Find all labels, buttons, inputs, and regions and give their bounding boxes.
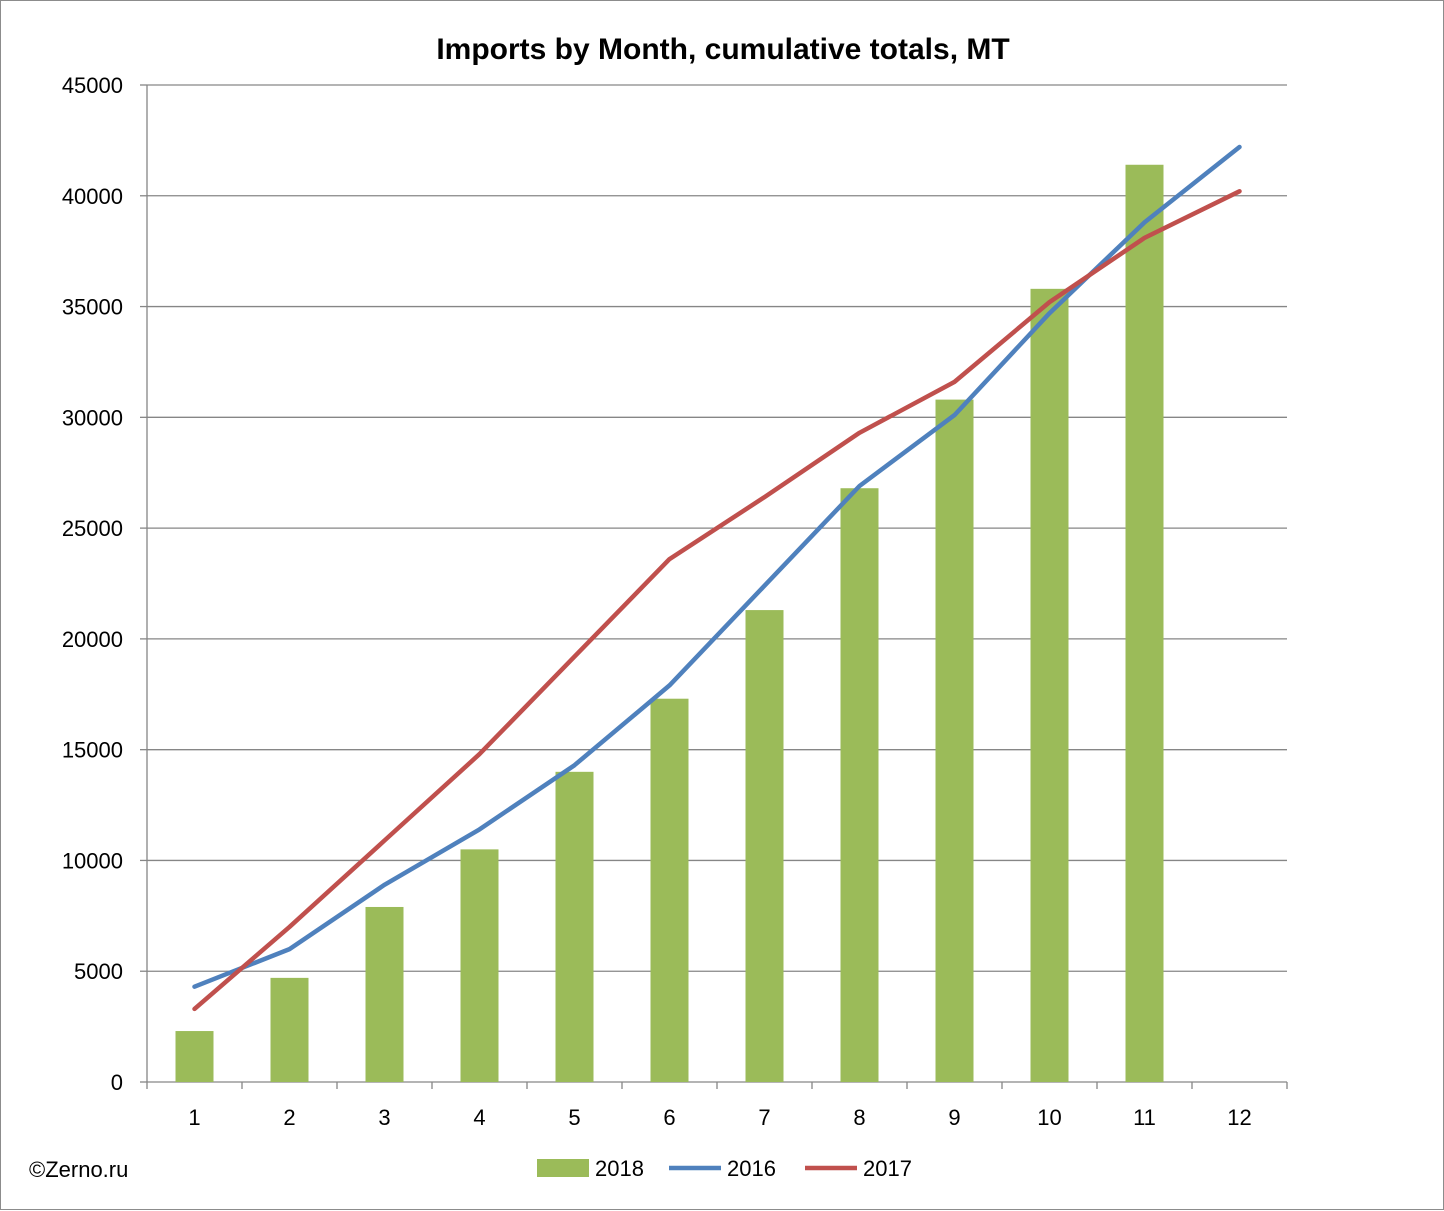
- y-tick-label-10000: 10000: [62, 848, 123, 873]
- y-tick-label-15000: 15000: [62, 738, 123, 763]
- bar-2018-5: [556, 772, 594, 1082]
- credit-text: ©Zerno.ru: [29, 1157, 128, 1182]
- x-tick-label-12: 12: [1227, 1105, 1251, 1130]
- x-tick-label-10: 10: [1037, 1105, 1061, 1130]
- legend-label-2018: 2018: [595, 1156, 644, 1181]
- line-series-2017: [195, 191, 1240, 1009]
- x-tick-label-8: 8: [853, 1105, 865, 1130]
- y-tick-label-25000: 25000: [62, 516, 123, 541]
- y-tick-label-5000: 5000: [74, 959, 123, 984]
- legend-label-2016: 2016: [727, 1156, 776, 1181]
- x-tick-label-1: 1: [188, 1105, 200, 1130]
- y-tick-label-40000: 40000: [62, 184, 123, 209]
- bar-2018-11: [1126, 165, 1164, 1082]
- legend-label-2017: 2017: [863, 1156, 912, 1181]
- axes: [140, 85, 1287, 1089]
- y-tick-label-35000: 35000: [62, 295, 123, 320]
- legend-swatch-2018: [537, 1159, 589, 1177]
- x-tick-label-11: 11: [1133, 1105, 1156, 1130]
- bar-2018-2: [271, 978, 309, 1082]
- x-tick-label-7: 7: [758, 1105, 770, 1130]
- y-tick-label-45000: 45000: [62, 73, 123, 98]
- y-tick-label-0: 0: [111, 1070, 123, 1095]
- y-tick-label-30000: 30000: [62, 405, 123, 430]
- bar-2018-6: [651, 699, 689, 1082]
- x-tick-label-9: 9: [948, 1105, 960, 1130]
- y-tick-label-20000: 20000: [62, 627, 123, 652]
- x-tick-label-4: 4: [473, 1105, 485, 1130]
- x-tick-label-2: 2: [283, 1105, 295, 1130]
- x-tick-label-5: 5: [568, 1105, 580, 1130]
- chart-title: Imports by Month, cumulative totals, MT: [436, 33, 1009, 66]
- line-series: [194, 147, 1239, 1009]
- bar-2018-4: [461, 849, 499, 1082]
- bar-2018-9: [936, 400, 974, 1082]
- legend: 2018 2016 2017: [537, 1156, 912, 1181]
- bar-2018-10: [1031, 289, 1069, 1082]
- bar-2018-3: [366, 907, 404, 1082]
- x-tick-label-3: 3: [378, 1105, 390, 1130]
- bar-2018-1: [176, 1031, 214, 1082]
- bar-2018-7: [746, 610, 784, 1082]
- y-tick-labels: 0 5000 10000 15000 20000 25000 30000 35000 40000…: [62, 73, 123, 1095]
- x-tick-label-6: 6: [663, 1105, 675, 1130]
- bar-series: [176, 165, 1164, 1082]
- bar-2018-8: [841, 488, 879, 1082]
